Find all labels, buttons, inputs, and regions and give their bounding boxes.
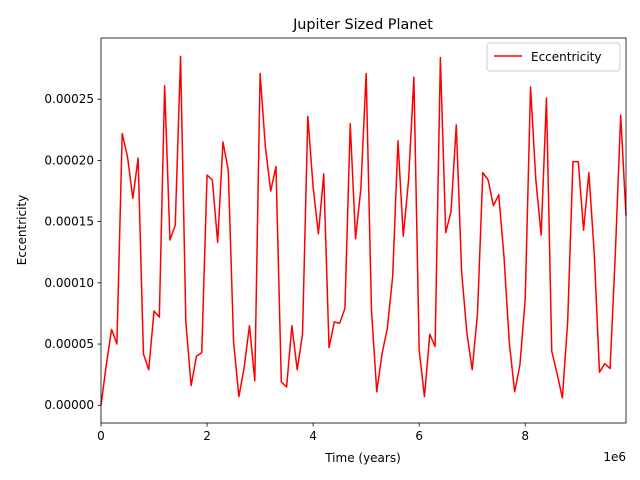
- x-tick-label: 0: [97, 429, 105, 443]
- y-axis-label: Eccentricity: [15, 195, 29, 265]
- eccentricity-series-line: [100, 55, 627, 406]
- legend-label-eccentricity: Eccentricity: [531, 50, 601, 64]
- y-axis: 0.00000 0.00005 0.00010 0.00015 0.00020 0.000…: [44, 92, 101, 412]
- y-tick-label: 0.00000: [44, 398, 94, 412]
- y-tick-label: 0.00010: [44, 276, 94, 290]
- plot-area-frame: [100, 37, 627, 424]
- x-tick-label: 8: [521, 429, 529, 443]
- x-axis: 0 2 4 6 8: [97, 423, 529, 443]
- y-tick-label: 0.00015: [44, 215, 94, 229]
- x-axis-offset-label: 1e6: [603, 450, 626, 464]
- x-tick-label: 4: [309, 429, 317, 443]
- y-tick-label: 0.00005: [44, 337, 94, 351]
- chart-title: Jupiter Sized Planet: [292, 17, 433, 33]
- x-tick-label: 6: [415, 429, 423, 443]
- x-tick-label: 2: [203, 429, 211, 443]
- legend: Eccentricity: [486, 42, 621, 72]
- legend-box: [486, 42, 621, 72]
- y-tick-label: 0.00025: [44, 92, 94, 106]
- x-axis-label: Time (years): [324, 451, 401, 465]
- y-tick-label: 0.00020: [44, 153, 94, 167]
